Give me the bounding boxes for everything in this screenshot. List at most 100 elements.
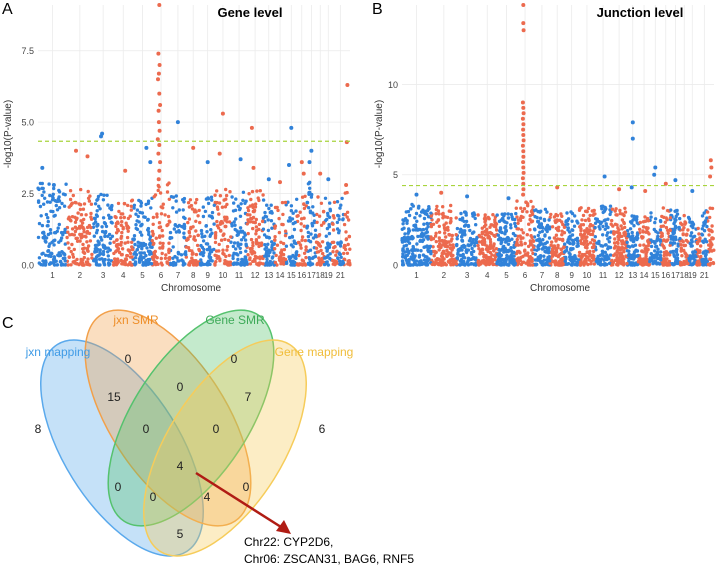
data-point <box>283 229 288 233</box>
data-point <box>623 210 628 214</box>
data-point <box>150 239 154 243</box>
data-point <box>46 232 51 237</box>
data-point <box>434 212 438 216</box>
x-tick-label: 1 <box>50 271 55 280</box>
data-point <box>632 250 637 254</box>
data-point <box>98 263 102 267</box>
data-point <box>207 247 211 251</box>
data-point <box>711 261 715 265</box>
data-point <box>653 220 657 225</box>
data-point <box>493 254 497 258</box>
x-tick-label: 17 <box>671 271 680 280</box>
data-point <box>106 246 111 250</box>
data-point <box>671 237 676 242</box>
data-point <box>238 214 243 218</box>
x-tick-label: 12 <box>615 271 624 280</box>
data-point <box>215 189 219 193</box>
data-point <box>218 257 222 261</box>
data-point <box>139 258 143 262</box>
data-point <box>418 238 423 242</box>
data-point-peak <box>439 190 444 195</box>
data-point <box>272 251 276 255</box>
data-point <box>228 190 232 194</box>
data-point <box>275 205 279 210</box>
data-point <box>412 223 416 228</box>
data-point <box>537 237 542 241</box>
data-point <box>407 241 412 245</box>
data-point <box>188 234 192 238</box>
data-point <box>554 212 558 217</box>
data-point-peak <box>690 189 695 193</box>
data-point-peak <box>157 143 162 147</box>
data-point <box>245 262 249 266</box>
data-point <box>534 263 538 267</box>
data-point <box>62 230 66 234</box>
data-point <box>437 239 442 243</box>
data-point <box>441 263 445 267</box>
data-point <box>679 221 683 225</box>
data-point <box>435 220 439 224</box>
data-point <box>158 241 162 245</box>
data-point <box>37 256 42 260</box>
data-point <box>136 240 140 244</box>
data-point <box>309 232 313 236</box>
data-point <box>492 249 496 253</box>
data-point <box>110 221 114 225</box>
data-point <box>700 258 704 262</box>
data-point <box>294 253 299 257</box>
data-point <box>293 260 297 265</box>
data-point-peak <box>238 157 243 162</box>
data-point <box>273 235 277 239</box>
data-point <box>151 222 155 226</box>
data-point <box>641 225 646 229</box>
data-point <box>115 261 120 266</box>
data-point <box>254 232 258 236</box>
data-point <box>328 209 333 213</box>
data-point <box>415 219 419 223</box>
data-point <box>532 227 537 231</box>
data-point <box>444 240 448 244</box>
data-point <box>249 197 253 202</box>
data-point <box>337 217 341 222</box>
data-point <box>478 252 482 256</box>
data-point <box>641 230 645 234</box>
data-point <box>315 250 319 254</box>
data-point <box>93 220 98 224</box>
data-point <box>575 261 580 265</box>
data-point <box>36 200 41 204</box>
data-point <box>217 242 221 247</box>
data-point <box>91 225 96 229</box>
data-point <box>150 245 154 249</box>
data-point <box>66 241 70 245</box>
data-point <box>149 262 154 266</box>
data-point <box>573 254 577 258</box>
data-point <box>279 240 283 244</box>
data-point <box>447 209 451 213</box>
data-point <box>184 250 188 254</box>
data-point-peak <box>51 183 56 187</box>
data-point <box>79 187 83 192</box>
data-point <box>74 217 79 222</box>
data-point <box>655 255 659 259</box>
data-point-peak <box>629 185 634 190</box>
data-point <box>525 233 529 237</box>
data-point-peak <box>156 51 161 56</box>
venn-count: 4 <box>177 459 184 473</box>
data-point-peak <box>521 28 526 33</box>
data-point <box>266 228 271 233</box>
data-point <box>48 193 52 198</box>
data-point <box>606 231 610 235</box>
data-point <box>555 226 560 231</box>
data-point <box>95 228 100 232</box>
data-point <box>225 260 229 264</box>
data-point <box>100 229 105 234</box>
data-point <box>558 252 562 257</box>
data-point <box>311 205 315 209</box>
data-point <box>434 258 438 262</box>
x-tick-label: 11 <box>235 271 244 280</box>
data-point <box>90 256 94 260</box>
venn-count: 0 <box>213 422 220 436</box>
data-point <box>699 244 703 248</box>
data-point <box>331 250 335 254</box>
